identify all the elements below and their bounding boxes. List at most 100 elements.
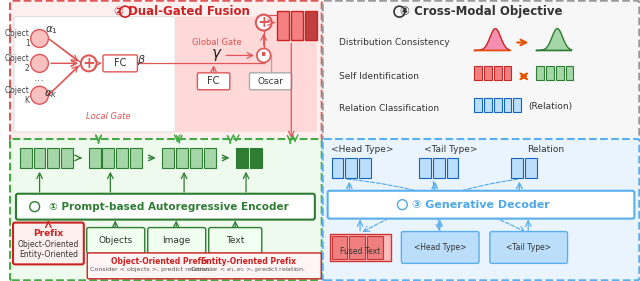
FancyBboxPatch shape (204, 148, 216, 168)
Text: Text: Text (226, 236, 244, 245)
Text: Object
1: Object 1 (5, 29, 29, 48)
Text: ④ Cross-Modal Objective: ④ Cross-Modal Objective (400, 5, 563, 18)
Circle shape (31, 30, 49, 47)
Circle shape (81, 55, 97, 71)
FancyBboxPatch shape (116, 148, 128, 168)
Text: FC: FC (207, 76, 220, 86)
Text: Consider < objects >, predict relation.: Consider < objects >, predict relation. (90, 267, 211, 272)
FancyBboxPatch shape (504, 98, 511, 112)
FancyBboxPatch shape (330, 234, 390, 261)
FancyBboxPatch shape (10, 139, 322, 280)
FancyBboxPatch shape (504, 66, 511, 80)
Circle shape (256, 15, 271, 31)
Text: +: + (257, 15, 270, 30)
FancyBboxPatch shape (323, 1, 639, 142)
Text: Entity-Oriented: Entity-Oriented (19, 250, 78, 259)
FancyBboxPatch shape (20, 148, 32, 168)
Circle shape (257, 48, 271, 62)
FancyBboxPatch shape (556, 66, 564, 80)
Text: Oscar: Oscar (258, 77, 284, 86)
FancyBboxPatch shape (14, 17, 175, 132)
FancyBboxPatch shape (13, 223, 84, 264)
FancyBboxPatch shape (490, 232, 568, 263)
Text: Global Gate: Global Gate (192, 38, 241, 47)
Polygon shape (536, 29, 572, 51)
Text: ③ Generative Decoder: ③ Generative Decoder (412, 200, 550, 210)
Circle shape (31, 86, 49, 104)
FancyBboxPatch shape (278, 11, 289, 40)
FancyBboxPatch shape (367, 235, 383, 259)
FancyBboxPatch shape (148, 228, 205, 253)
Circle shape (31, 55, 49, 72)
FancyBboxPatch shape (346, 158, 357, 178)
Text: ...: ... (34, 73, 45, 83)
FancyBboxPatch shape (494, 66, 502, 80)
Text: +: + (83, 56, 95, 71)
FancyBboxPatch shape (332, 235, 348, 259)
Text: Prefix: Prefix (33, 229, 63, 238)
Text: Object
K: Object K (5, 85, 29, 105)
Text: $\beta$: $\beta$ (138, 53, 146, 67)
FancyBboxPatch shape (419, 158, 431, 178)
Text: ·: · (260, 46, 268, 65)
FancyBboxPatch shape (61, 148, 73, 168)
Text: Relation: Relation (527, 146, 564, 155)
FancyBboxPatch shape (47, 148, 60, 168)
Text: Entity-Oriented Prefix: Entity-Oriented Prefix (202, 257, 296, 266)
FancyBboxPatch shape (209, 228, 262, 253)
FancyBboxPatch shape (130, 148, 142, 168)
Text: Distribution Consistency: Distribution Consistency (339, 38, 450, 47)
Text: Relation Classification: Relation Classification (339, 104, 440, 113)
FancyBboxPatch shape (484, 66, 492, 80)
FancyBboxPatch shape (447, 158, 458, 178)
Text: <Head Type>: <Head Type> (413, 243, 466, 252)
Text: $\alpha_1$: $\alpha_1$ (45, 25, 58, 37)
FancyBboxPatch shape (197, 73, 230, 90)
FancyBboxPatch shape (474, 66, 482, 80)
FancyBboxPatch shape (34, 148, 45, 168)
Text: Object-Oriented: Object-Oriented (18, 240, 79, 249)
FancyBboxPatch shape (546, 66, 554, 80)
Text: $\gamma$: $\gamma$ (211, 47, 222, 64)
FancyBboxPatch shape (163, 148, 174, 168)
Text: (Relation): (Relation) (528, 102, 572, 111)
Text: <Tail Type>: <Tail Type> (506, 243, 550, 252)
FancyBboxPatch shape (250, 148, 262, 168)
FancyBboxPatch shape (305, 11, 317, 40)
Text: ① Prompt-based Autoregressive Encoder: ① Prompt-based Autoregressive Encoder (49, 202, 289, 212)
FancyBboxPatch shape (323, 139, 639, 280)
FancyBboxPatch shape (566, 66, 573, 80)
FancyBboxPatch shape (433, 158, 445, 178)
Text: $\alpha_K$: $\alpha_K$ (44, 88, 58, 100)
Text: Consider < $e_1, e_2$ >, predict relation.: Consider < $e_1, e_2$ >, predict relatio… (190, 265, 306, 274)
Text: <Head Type>: <Head Type> (331, 146, 394, 155)
Text: Objects: Objects (98, 236, 132, 245)
Text: Object
2: Object 2 (5, 54, 29, 73)
FancyBboxPatch shape (536, 66, 544, 80)
Text: Image: Image (162, 236, 190, 245)
Text: Self Identification: Self Identification (339, 72, 419, 81)
FancyBboxPatch shape (359, 158, 371, 178)
Text: Fused Text: Fused Text (340, 247, 380, 256)
FancyBboxPatch shape (511, 158, 524, 178)
FancyBboxPatch shape (494, 98, 502, 112)
Text: ② Dual-Gated Fusion: ② Dual-Gated Fusion (114, 5, 250, 18)
FancyBboxPatch shape (328, 191, 634, 219)
FancyBboxPatch shape (291, 11, 303, 40)
FancyBboxPatch shape (87, 228, 145, 253)
FancyBboxPatch shape (401, 232, 479, 263)
FancyBboxPatch shape (89, 148, 100, 168)
FancyBboxPatch shape (474, 98, 482, 112)
FancyBboxPatch shape (87, 253, 321, 279)
FancyBboxPatch shape (176, 148, 188, 168)
FancyBboxPatch shape (484, 98, 492, 112)
Text: FC: FC (114, 58, 126, 68)
FancyBboxPatch shape (525, 158, 537, 178)
Text: <Tail Type>: <Tail Type> (424, 146, 477, 155)
FancyBboxPatch shape (236, 148, 248, 168)
FancyBboxPatch shape (349, 235, 365, 259)
Text: Object-Oriented Prefix: Object-Oriented Prefix (111, 257, 208, 266)
Polygon shape (474, 29, 509, 51)
FancyBboxPatch shape (103, 55, 138, 72)
FancyBboxPatch shape (175, 17, 317, 132)
